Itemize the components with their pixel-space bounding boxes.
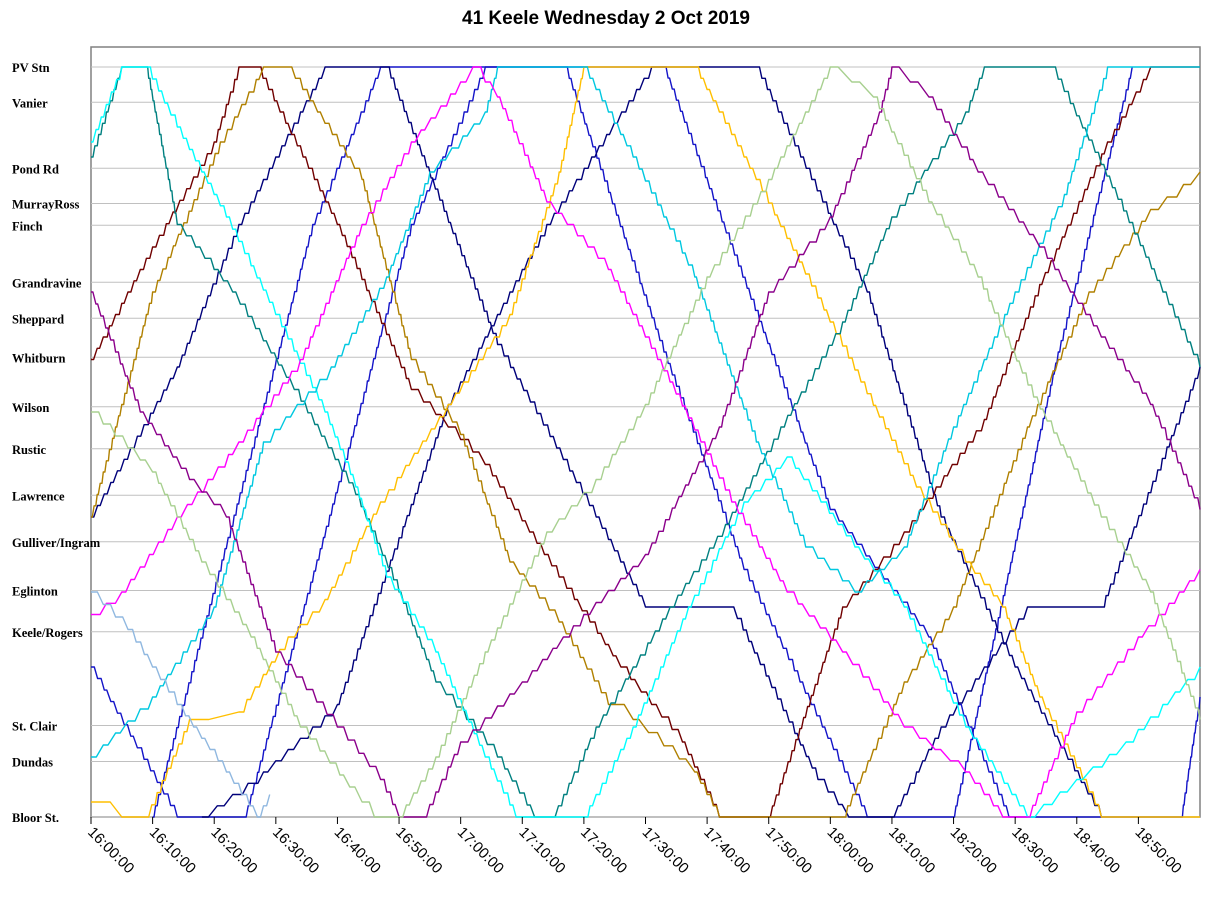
stop-label: Dundas — [12, 756, 53, 770]
series-line — [91, 66, 1200, 758]
x-tick-label: 18:20:00 — [947, 824, 1000, 877]
series-line — [91, 66, 1201, 818]
series-line — [91, 66, 1201, 818]
series-line — [201, 66, 1103, 818]
chart-title: 41 Keele Wednesday 2 Oct 2019 — [462, 8, 750, 29]
x-tick-label: 17:50:00 — [762, 824, 815, 877]
series-lines — [91, 66, 1201, 818]
stop-label: Whitburn — [12, 351, 66, 365]
stop-label: PV Stn — [12, 61, 50, 75]
x-tick-label: 17:10:00 — [515, 824, 568, 877]
x-tick-label: 18:00:00 — [824, 824, 877, 877]
series-line — [91, 66, 1201, 818]
stop-label: St. Clair — [12, 720, 58, 734]
stop-label: Eglinton — [12, 585, 58, 599]
x-tick-label: 17:40:00 — [700, 824, 753, 877]
x-tick-label: 18:30:00 — [1008, 824, 1061, 877]
x-tick-label: 17:00:00 — [454, 824, 507, 877]
series-line — [91, 66, 1201, 818]
x-ticks: 16:00:00 16:10:00 16:20:00 16:30:00 16:40:00… — [84, 817, 1185, 877]
x-tick-label: 18:40:00 — [1070, 824, 1123, 877]
series-line — [91, 591, 271, 818]
plot-area — [90, 46, 1201, 818]
stop-label: Sheppard — [12, 312, 64, 326]
x-tick-label: 16:20:00 — [207, 824, 260, 877]
stop-label: Finch — [12, 219, 43, 233]
stop-label: Gulliver/Ingram — [12, 536, 101, 550]
x-tick-label: 18:50:00 — [1132, 824, 1185, 877]
x-tick-label: 18:10:00 — [885, 824, 938, 877]
series-line — [152, 66, 1133, 818]
series-line — [91, 66, 1201, 818]
stop-label: Grandravine — [12, 276, 82, 290]
series-line — [91, 66, 1201, 818]
series-line — [91, 66, 1201, 818]
stop-label: Bloor St. — [12, 811, 59, 825]
x-tick-label: 16:30:00 — [269, 824, 322, 877]
x-tick-label: 16:40:00 — [331, 824, 384, 877]
x-tick-label: 16:00:00 — [84, 824, 137, 877]
stop-labels: PV Stn Vanier Pond Rd MurrayRoss Finch Grandr… — [12, 61, 101, 825]
stop-label: Pond Rd — [12, 162, 59, 176]
x-tick-label: 17:20:00 — [577, 824, 630, 877]
series-line — [91, 66, 1200, 818]
stop-label: Lawrence — [12, 489, 65, 503]
stop-label: Wilson — [12, 401, 49, 415]
stop-label: Rustic — [12, 443, 46, 457]
series-line — [91, 66, 1200, 818]
x-tick-label: 16:10:00 — [146, 824, 199, 877]
stop-label: Keele/Rogers — [12, 626, 83, 640]
stop-label: Vanier — [12, 96, 48, 110]
x-tick-label: 16:50:00 — [392, 824, 445, 877]
stop-label: MurrayRoss — [12, 198, 79, 212]
x-tick-label: 17:30:00 — [639, 824, 692, 877]
